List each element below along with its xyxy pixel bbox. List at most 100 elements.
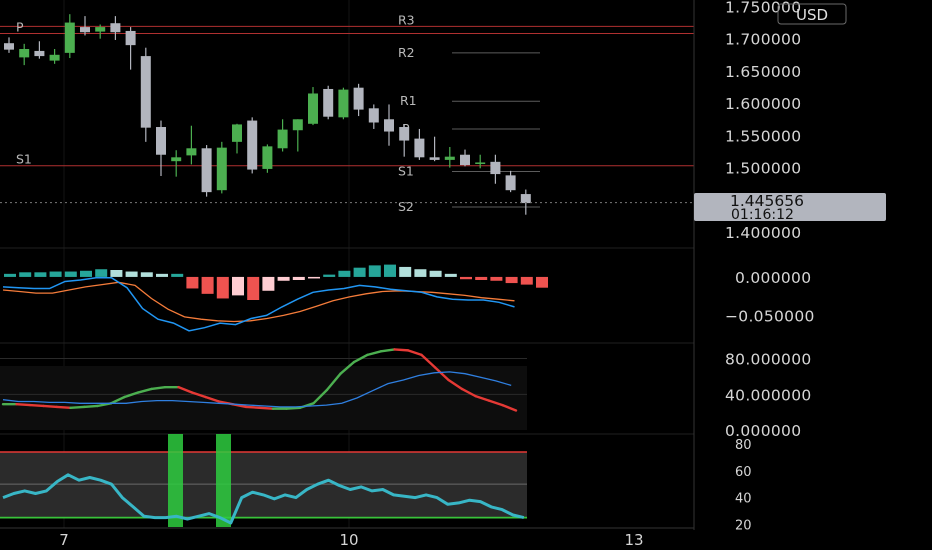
macd-pane[interactable] [2, 264, 548, 332]
oscillator-pane[interactable] [0, 348, 527, 430]
oscillator-main-segment-29 [379, 348, 396, 353]
rsi-highlight-bar-0 [168, 434, 183, 527]
oscillator-main-segment-10 [123, 391, 140, 399]
candle-body-32 [490, 161, 501, 175]
macd-histogram-bar-6 [95, 269, 108, 277]
candle-body-29 [444, 156, 455, 160]
oscillator-main-segment-20 [258, 406, 275, 410]
macd-histogram-bar-18 [277, 276, 290, 281]
oscillator-main-segment-24 [312, 388, 329, 405]
price-ytick-label-6: 1.400000 [725, 224, 801, 242]
pivot-label-r1-4: R1 [400, 93, 417, 108]
candle-body-15 [232, 124, 242, 142]
candle-body-7 [110, 23, 121, 33]
pivot-label-s1-6: S1 [16, 152, 32, 167]
candle-body-14 [216, 147, 227, 191]
price-pane[interactable]: R4R3PR2R1PS1S1S2 [0, 0, 694, 215]
macd-histogram-bar-21 [323, 274, 336, 277]
candle-body-28 [429, 157, 440, 160]
macd-histogram-bar-7 [110, 270, 123, 277]
oscillator-main-segment-32 [420, 353, 437, 369]
candle-body-3 [49, 54, 60, 61]
oscillator-main-segment-2 [15, 402, 32, 407]
candle-body-11 [171, 157, 182, 162]
macd-histogram-bar-29 [444, 273, 457, 277]
price-tag-value: 1.445656 [730, 192, 804, 210]
oscillator-ytick-label-2: 0.000000 [725, 422, 801, 440]
pivot-label-p-2: P [16, 20, 24, 35]
macd-histogram-bar-2 [34, 272, 47, 277]
macd-histogram-bar-12 [186, 276, 199, 289]
oscillator-main-segment-16 [204, 395, 221, 403]
price-ytick-label-1: 1.700000 [725, 31, 801, 49]
price-ytick-label-5: 1.500000 [725, 160, 801, 178]
oscillator-main-segment-14 [177, 385, 194, 394]
time-xtick-label-2: 13 [624, 531, 643, 549]
oscillator-main-segment-33 [433, 366, 450, 382]
time-xtick-label-0: 7 [59, 531, 69, 549]
macd-histogram-bar-16 [247, 276, 260, 300]
price-tag: 1.445656 01:16:12 [694, 192, 886, 223]
candle-body-30 [460, 154, 470, 166]
oscillator-main-segment-25 [325, 372, 342, 392]
macd-histogram-bar-14 [216, 276, 229, 299]
macd-histogram-bar-35 [536, 276, 548, 288]
rsi-ytick-label-2: 40 [735, 492, 752, 507]
rsi-ytick-label-0: 80 [735, 438, 752, 453]
rsi-band-fill [0, 452, 527, 518]
macd-histogram-bar-20 [308, 276, 320, 279]
macd-histogram-bar-15 [232, 276, 244, 296]
macd-histogram-bar-4 [64, 271, 77, 277]
price-ytick-label-0: 1.750000 [725, 0, 801, 16]
candle-body-5 [80, 27, 90, 33]
rsi-ytick-label-1: 60 [735, 465, 752, 480]
macd-histogram-bar-8 [125, 271, 138, 277]
oscillator-main-segment-6 [69, 405, 86, 409]
pivot-label-s2-8: S2 [398, 199, 414, 214]
macd-histogram-bar-22 [338, 270, 351, 277]
time-axis[interactable]: 7 10 13 [59, 531, 643, 549]
oscillator-main-segment-36 [474, 394, 491, 402]
candle-body-25 [384, 119, 394, 132]
rsi-pane[interactable] [0, 434, 527, 527]
oscillator-main-segment-12 [150, 385, 167, 391]
oscillator-main-segment-19 [244, 405, 261, 409]
macd-histogram-bar-1 [19, 272, 32, 277]
rsi-ytick-label-3: 20 [735, 518, 752, 533]
macd-histogram-bar-25 [384, 264, 396, 277]
macd-histogram-bar-0 [4, 273, 16, 277]
macd-histogram-bar-33 [505, 276, 518, 284]
oscillator-main-segment-5 [55, 405, 72, 409]
candle-body-13 [201, 148, 212, 193]
candle-body-19 [292, 119, 303, 131]
candle-body-16 [247, 120, 258, 170]
candle-body-2 [34, 50, 45, 57]
candle-body-26 [399, 127, 410, 141]
oscillator-main-segment-26 [339, 360, 356, 375]
oscillator-main-segment-31 [406, 349, 423, 357]
macd-histogram-bar-9 [140, 272, 153, 277]
candle-body-10 [156, 127, 166, 155]
candle-body-33 [505, 175, 516, 191]
macd-histogram-bar-3 [49, 271, 62, 277]
currency-selector[interactable]: USD [777, 3, 847, 25]
oscillator-main-segment-11 [136, 387, 153, 394]
oscillator-main-segment-34 [447, 378, 464, 391]
price-tag-countdown: 01:16:12 [731, 207, 794, 223]
price-axis[interactable]: 1.750000 1.700000 1.650000 1.600000 1.550000… [725, 0, 815, 533]
candle-body-18 [277, 129, 288, 149]
pivot-label-r2-3: R2 [398, 45, 415, 60]
macd-signal-line [2, 281, 515, 323]
macd-histogram-bar-27 [414, 269, 427, 277]
price-ytick-label-2: 1.650000 [725, 63, 801, 81]
price-ytick-label-4: 1.550000 [725, 127, 801, 145]
candle-body-4 [64, 22, 75, 53]
macd-histogram-bar-30 [460, 276, 472, 280]
candle-body-0 [4, 43, 14, 50]
candle-body-6 [95, 27, 106, 32]
oscillator-main-segment-27 [352, 353, 369, 364]
macd-histogram-bar-5 [80, 270, 92, 277]
macd-histogram-bar-24 [368, 265, 381, 277]
macd-histogram-bar-26 [399, 266, 412, 277]
